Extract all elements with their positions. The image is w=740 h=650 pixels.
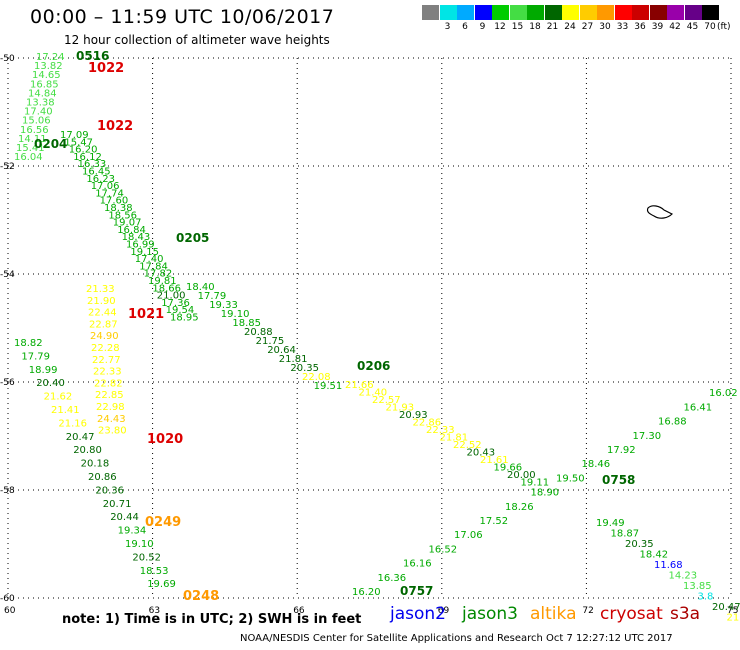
wave-height-label: 18.82: [14, 338, 43, 349]
wave-height-label: 17.30: [633, 431, 662, 442]
wave-height-label: 18.53: [140, 566, 169, 577]
wave-height-label: 14.23: [669, 571, 698, 582]
island-outline: [647, 206, 672, 218]
satellite-legend-item: cryosat: [600, 604, 663, 624]
wave-height-label: 20.44: [110, 512, 139, 523]
lat-tick-label: -60: [0, 594, 15, 604]
wave-height-label: 21.90: [87, 296, 116, 307]
wave-height-label: 16.41: [684, 402, 713, 413]
wave-height-label: 19.49: [596, 518, 625, 529]
pass-time-label: 1022: [88, 61, 124, 76]
wave-height-label: 18.42: [640, 550, 669, 561]
pass-time-label: 1022: [97, 119, 133, 134]
footer-note: note: 1) Time is in UTC; 2) SWH is in fe…: [62, 612, 361, 627]
wave-height-label: 20.80: [73, 445, 102, 456]
wave-height-label: 16.04: [14, 152, 43, 163]
wave-height-label: 17.06: [454, 530, 483, 541]
wave-height-label: 18.90: [531, 488, 560, 499]
wave-height-label: 19.51: [314, 381, 343, 392]
wave-height-label: 22.28: [91, 343, 120, 354]
wave-height-label: 19.34: [118, 526, 147, 537]
satellite-legend-item: jason3: [462, 604, 518, 624]
pass-time-label: 0205: [176, 231, 209, 245]
wave-height-label: 21.62: [44, 392, 73, 403]
wave-height-label: 17.92: [607, 445, 636, 456]
wave-height-label: 24.90: [90, 331, 119, 342]
satellite-legend-item: s3a: [670, 604, 700, 624]
pass-time-label: 0248: [183, 589, 219, 604]
wave-height-label: 20.40: [36, 378, 65, 389]
pass-time-label: 0204: [34, 137, 67, 151]
wave-height-label: 22.85: [95, 390, 124, 401]
lat-tick-label: -58: [0, 486, 15, 496]
wave-height-label: 16.88: [658, 417, 687, 428]
wave-height-label: 18.95: [170, 313, 199, 324]
wave-height-label: 19.10: [125, 539, 154, 550]
wave-height-label: 21.33: [86, 284, 115, 295]
lat-tick-label: -56: [0, 378, 15, 388]
wave-height-label: 20.52: [132, 552, 161, 563]
wave-height-label: 18.99: [29, 365, 58, 376]
wave-height-label: 22.33: [93, 367, 122, 378]
wave-height-label: 17.79: [21, 351, 50, 362]
pass-time-label: 0757: [400, 584, 433, 598]
wave-height-label: 16.16: [403, 559, 432, 570]
wave-height-label: 20.86: [88, 472, 117, 483]
footer-credit: NOAA/NESDIS Center for Satellite Applica…: [240, 633, 673, 644]
wave-height-label: 11.68: [654, 560, 683, 571]
pass-time-label: 1021: [128, 307, 164, 322]
pass-time-label: 1020: [147, 432, 183, 447]
pass-time-label: 0206: [357, 359, 390, 373]
wave-height-label: 22.98: [96, 402, 125, 413]
wave-height-label: 16.52: [429, 544, 458, 555]
wave-height-label: 20.35: [625, 539, 654, 550]
pass-time-label: 0758: [602, 473, 635, 487]
wave-height-label: 21.41: [51, 405, 80, 416]
wave-height-label: 16.20: [352, 587, 381, 598]
wave-height-label: 16.36: [378, 573, 407, 584]
wave-height-label: 21.16: [58, 418, 87, 429]
satellite-legend-item: jason2: [390, 604, 446, 624]
wave-height-label: 20.36: [95, 485, 124, 496]
wave-height-label: 16.02: [709, 388, 738, 399]
wave-height-label: 17.52: [480, 516, 509, 527]
lat-tick-label: -54: [0, 270, 15, 280]
satellite-legend-item: altika: [530, 604, 577, 624]
wave-height-label: 3.8: [698, 592, 714, 603]
wave-height-label: 13.85: [683, 581, 712, 592]
pass-time-label: 0249: [145, 515, 181, 530]
wave-height-label: 24.43: [97, 414, 126, 425]
wave-height-label: 18.87: [611, 529, 640, 540]
wave-height-label: 18.46: [582, 459, 611, 470]
wave-height-label: 22.44: [88, 308, 117, 319]
lon-tick-label: 72: [582, 606, 593, 616]
wave-height-label: 19.50: [556, 473, 585, 484]
wave-height-label: 20.47: [712, 602, 740, 613]
wave-height-label: 20.71: [103, 499, 132, 510]
wave-height-label: 22.77: [92, 355, 121, 366]
wave-height-label: 20.47: [66, 432, 95, 443]
wave-height-label: 22.82: [94, 378, 123, 389]
track-labels: 17.2413.8214.6516.8514.8413.3817.4015.06…: [14, 49, 740, 624]
wave-height-label: 20.18: [81, 459, 110, 470]
lat-tick-label: -50: [0, 54, 15, 64]
lat-tick-label: -52: [0, 162, 15, 172]
wave-height-label: 19.69: [147, 579, 176, 590]
wave-height-label: 22.87: [89, 319, 118, 330]
wave-height-label: 21.18: [727, 613, 740, 624]
lon-tick-label: 60: [4, 606, 16, 616]
wave-height-label: 18.26: [505, 502, 534, 513]
wave-height-label: 23.80: [98, 426, 127, 437]
